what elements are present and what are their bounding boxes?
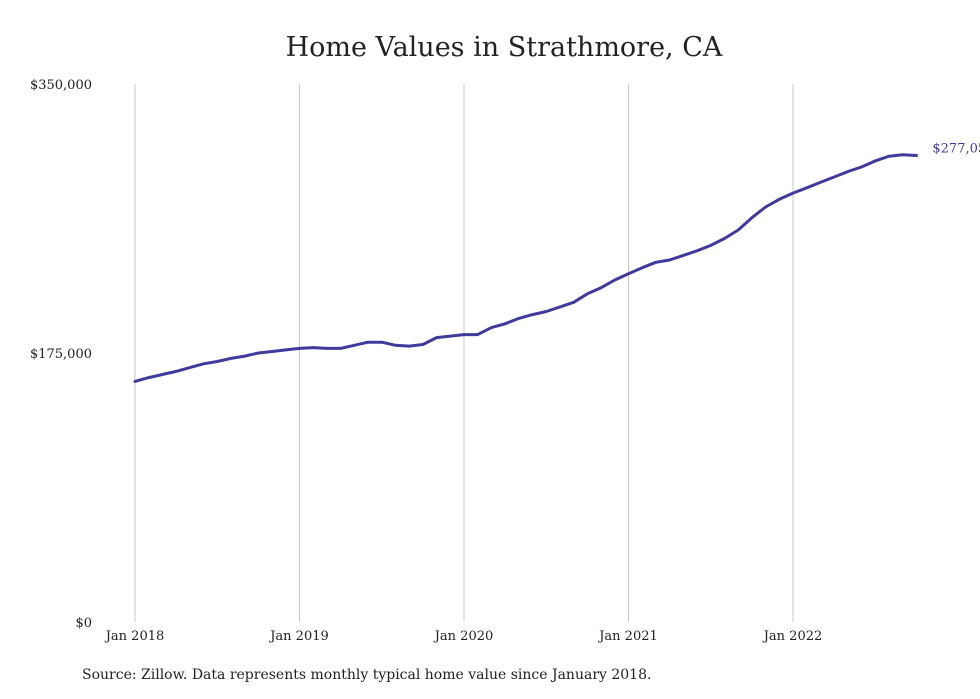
end-value-label: $277,059	[932, 141, 980, 156]
y-tick-label: $0	[75, 616, 92, 631]
x-tick-label: Jan 2022	[762, 629, 823, 644]
home-value-line	[133, 153, 918, 383]
y-tick-label: $350,000	[30, 78, 92, 93]
x-tick-label: Jan 2018	[104, 629, 165, 644]
x-tick-label: Jan 2021	[597, 629, 658, 644]
y-tick-label: $175,000	[30, 347, 92, 362]
source-note: Source: Zillow. Data represents monthly …	[82, 667, 652, 683]
x-tick-label: Jan 2019	[268, 629, 329, 644]
chart-title: Home Values in Strathmore, CA	[285, 32, 723, 63]
x-tick-label: Jan 2020	[433, 629, 494, 644]
